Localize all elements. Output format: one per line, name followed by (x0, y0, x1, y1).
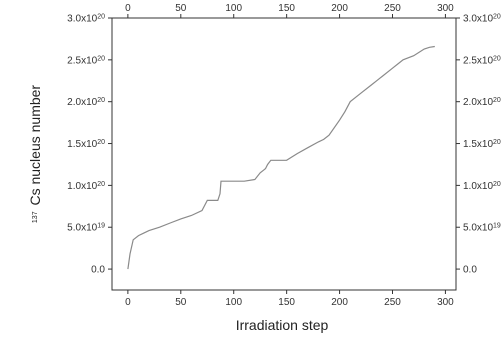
x-tick-label-bottom-4: 200 (331, 297, 348, 308)
x-tick-label-top-2: 100 (225, 3, 242, 14)
x-tick-label-top-3: 150 (278, 3, 295, 14)
y-tick-label-right-0: 0.0 (463, 265, 477, 276)
x-tick-label-top-6: 300 (437, 3, 454, 14)
y-tick-label-left-0: 0.0 (91, 265, 105, 276)
x-tick-label-bottom-5: 250 (384, 297, 401, 308)
y-tick-label-left-5: 2.5x1020 (67, 55, 105, 67)
y-tick-label-left-4: 2.0x1020 (67, 97, 105, 109)
x-tick-label-top-1: 50 (175, 3, 187, 14)
plot-frame (111, 17, 457, 291)
x-tick-label-bottom-3: 150 (278, 297, 295, 308)
y-tick-label-right-3: 1.5x1020 (463, 139, 501, 151)
x-tick-label-top-4: 200 (331, 3, 348, 14)
x-axis-title: Irradiation step (236, 317, 329, 333)
y-tick-label-left-6: 3.0x1020 (67, 13, 105, 25)
x-tick-label-top-5: 250 (384, 3, 401, 14)
tick-group: 0 0 50 50 100 100 150 150 200 200 250 250 300 300 0.0 0… (67, 3, 501, 308)
y-tick-label-left-2: 1.0x1020 (67, 180, 105, 192)
y-axis-title: 137 Cs nucleus number (27, 85, 43, 224)
x-tick-label-top-0: 0 (125, 3, 131, 14)
y-tick-label-right-5: 2.5x1020 (463, 55, 501, 67)
y-axis-title-main: Cs nucleus number (27, 85, 43, 206)
y-tick-label-left-3: 1.5x1020 (67, 139, 105, 151)
y-tick-label-right-6: 3.0x1020 (463, 13, 501, 25)
x-tick-label-bottom-0: 0 (125, 297, 131, 308)
series-line (127, 45, 435, 270)
y-tick-label-left-1: 5.0x1019 (67, 222, 105, 234)
y-tick-label-right-1: 5.0x1019 (463, 222, 501, 234)
x-tick-label-bottom-1: 50 (175, 297, 187, 308)
x-tick-label-bottom-6: 300 (437, 297, 454, 308)
y-axis-title-superscript: 137 (32, 211, 39, 223)
y-tick-label-right-4: 2.0x1020 (463, 97, 501, 109)
x-tick-label-bottom-2: 100 (225, 297, 242, 308)
y-tick-label-right-2: 1.0x1020 (463, 180, 501, 192)
